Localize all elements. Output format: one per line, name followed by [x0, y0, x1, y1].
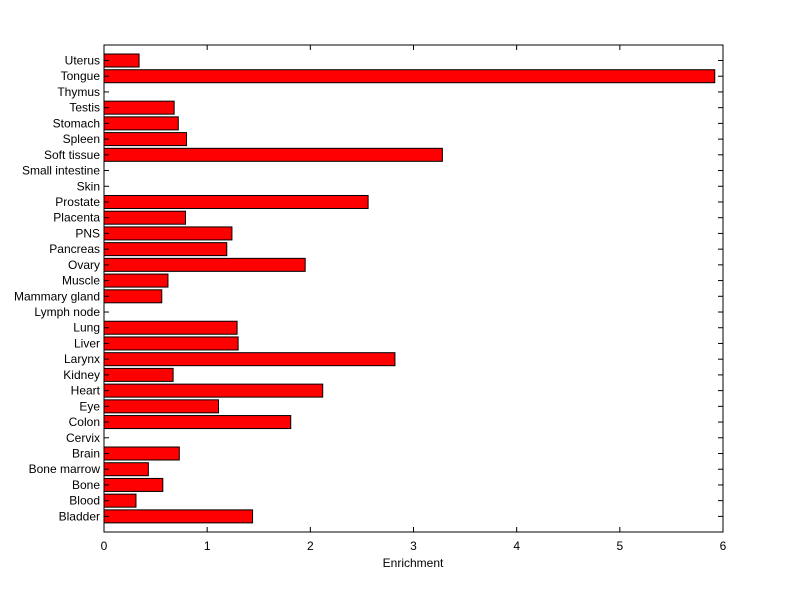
- bar-eye: [103, 399, 220, 414]
- bar-colon: [103, 415, 292, 430]
- bar-testis: [103, 100, 175, 115]
- y-tick-label-stomach: Stomach: [53, 116, 100, 130]
- x-tick-label-0: 0: [101, 539, 108, 553]
- bar-ovary: [103, 257, 306, 272]
- y-tick-label-tongue: Tongue: [61, 69, 101, 83]
- plot-area: [103, 44, 724, 533]
- y-tick-label-placenta: Placenta: [53, 211, 100, 225]
- x-tick-label-5: 5: [616, 539, 623, 553]
- y-tick-label-kidney: Kidney: [63, 368, 100, 382]
- y-tick-label-bone-marrow: Bone marrow: [29, 462, 101, 476]
- bar-soft-tissue: [103, 147, 443, 162]
- y-tick-label-skin: Skin: [77, 179, 100, 193]
- bar-heart: [103, 383, 324, 398]
- y-tick-label-bladder: Bladder: [59, 509, 100, 523]
- x-tick-label-2: 2: [307, 539, 314, 553]
- bar-larynx: [103, 352, 396, 367]
- bar-bladder: [103, 509, 254, 524]
- y-tick-label-small-intestine: Small intestine: [22, 164, 100, 178]
- bar-bone-marrow: [103, 462, 149, 477]
- y-tick-label-bone: Bone: [72, 478, 100, 492]
- x-tick-label-1: 1: [204, 539, 211, 553]
- bar-liver: [103, 336, 239, 351]
- y-tick-label-brain: Brain: [72, 447, 100, 461]
- y-tick-label-pancreas: Pancreas: [49, 242, 100, 256]
- y-tick-label-prostate: Prostate: [55, 195, 100, 209]
- bar-kidney: [103, 367, 174, 382]
- bar-mammary-gland: [103, 289, 163, 304]
- bar-pns: [103, 226, 233, 241]
- y-tick-label-liver: Liver: [74, 336, 100, 350]
- bar-tongue: [103, 69, 716, 84]
- y-tick-label-colon: Colon: [69, 415, 100, 429]
- y-tick-label-soft-tissue: Soft tissue: [44, 148, 100, 162]
- x-tick-label-3: 3: [410, 539, 417, 553]
- y-tick-label-lymph-node: Lymph node: [34, 305, 100, 319]
- y-tick-label-larynx: Larynx: [64, 352, 100, 366]
- x-axis-label: Enrichment: [383, 556, 444, 570]
- y-tick-label-mammary-gland: Mammary gland: [14, 289, 100, 303]
- y-tick-label-pns: PNS: [75, 226, 100, 240]
- y-tick-label-uterus: Uterus: [65, 54, 100, 68]
- bar-stomach: [103, 116, 179, 131]
- y-tick-label-thymus: Thymus: [57, 85, 100, 99]
- bar-brain: [103, 446, 180, 461]
- bar-spleen: [103, 132, 188, 147]
- bar-lung: [103, 320, 238, 335]
- y-tick-label-spleen: Spleen: [63, 132, 100, 146]
- y-tick-label-testis: Testis: [69, 101, 100, 115]
- bar-pancreas: [103, 242, 228, 257]
- y-tick-label-cervix: Cervix: [66, 431, 100, 445]
- bar-muscle: [103, 273, 169, 288]
- bar-placenta: [103, 210, 186, 225]
- x-axis-ticks: 0 1 2 3 4 5 6: [101, 45, 727, 553]
- y-tick-label-heart: Heart: [71, 384, 101, 398]
- bar-uterus: [103, 53, 140, 68]
- y-tick-label-muscle: Muscle: [62, 274, 100, 288]
- y-tick-label-blood: Blood: [69, 494, 100, 508]
- bar-bone: [103, 477, 164, 492]
- y-tick-label-lung: Lung: [73, 321, 100, 335]
- x-tick-label-6: 6: [720, 539, 727, 553]
- bar-prostate: [103, 194, 369, 209]
- y-tick-label-eye: Eye: [79, 399, 100, 413]
- y-tick-label-ovary: Ovary: [68, 258, 100, 272]
- x-tick-label-4: 4: [513, 539, 520, 553]
